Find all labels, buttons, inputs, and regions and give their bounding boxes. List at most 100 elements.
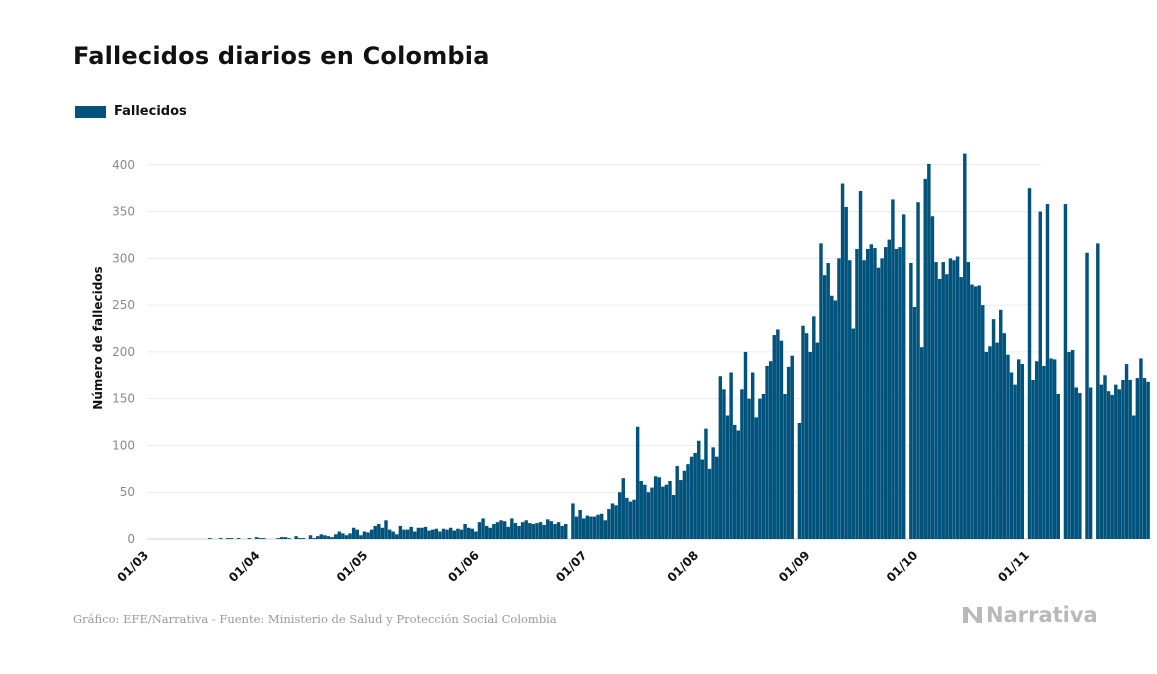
bar: [1117, 389, 1122, 539]
bar: [909, 263, 913, 539]
bar: [617, 492, 622, 539]
bar: [786, 366, 791, 539]
bar: [1099, 384, 1104, 539]
bar: [833, 300, 838, 539]
bar: [1110, 394, 1114, 539]
bar: [1078, 393, 1082, 539]
bar: [970, 284, 974, 539]
bar: [603, 520, 608, 539]
bar: [535, 523, 539, 539]
bar: [689, 456, 694, 539]
bar: [758, 398, 762, 539]
y-tick-label: 200: [112, 345, 135, 359]
bar: [768, 361, 773, 539]
bar: [664, 484, 669, 539]
x-tick-label: 01/06: [445, 548, 482, 585]
bar: [276, 538, 280, 539]
bar: [531, 524, 536, 539]
bar: [1027, 188, 1032, 539]
bar: [395, 534, 399, 539]
bar: [646, 492, 651, 539]
bar: [955, 256, 960, 539]
bar: [1103, 375, 1107, 539]
bar: [661, 486, 665, 539]
y-tick-label: 0: [127, 532, 135, 546]
bar: [337, 531, 341, 539]
bar: [1020, 364, 1025, 539]
bar: [448, 527, 453, 539]
bar: [1002, 333, 1007, 539]
bar: [1114, 384, 1118, 539]
chart-legend: Fallecidos: [75, 104, 187, 119]
bar: [596, 514, 600, 539]
bar: [991, 319, 996, 539]
bar: [420, 527, 424, 539]
bar: [319, 534, 324, 539]
bar: [650, 487, 654, 539]
bar: [484, 525, 489, 539]
bar: [466, 527, 471, 539]
x-tick-label: 01/09: [776, 548, 813, 585]
bar: [506, 526, 510, 539]
bar: [776, 329, 780, 539]
bar: [948, 258, 953, 539]
bar: [1045, 204, 1050, 539]
bar: [999, 309, 1003, 539]
y-tick-label: 100: [112, 438, 135, 452]
bar: [621, 478, 625, 539]
bar: [740, 389, 744, 539]
bar: [635, 426, 640, 539]
source-credit: Gráfico: EFE/Narrativa - Fuente: Ministe…: [73, 612, 557, 626]
bar: [812, 316, 816, 539]
bar: [722, 389, 726, 539]
bar: [538, 522, 543, 539]
bar: [1070, 350, 1075, 539]
bar: [1106, 391, 1111, 539]
bar: [707, 468, 712, 539]
bar: [1052, 359, 1057, 539]
bar: [912, 307, 917, 539]
y-tick-label: 350: [112, 205, 135, 219]
bar: [797, 423, 802, 539]
bar: [894, 249, 899, 539]
bar: [1146, 381, 1150, 539]
bar: [488, 527, 492, 539]
bar: [1096, 243, 1100, 539]
y-tick-label: 400: [112, 158, 135, 172]
bar: [510, 518, 514, 539]
bar: [330, 537, 334, 539]
bar: [564, 524, 568, 539]
bar: [866, 249, 870, 539]
bar: [923, 178, 927, 539]
bar: [715, 456, 719, 539]
bar: [208, 538, 212, 539]
bar: [542, 524, 546, 539]
bar: [750, 372, 755, 539]
bar: [524, 520, 528, 539]
bar: [873, 248, 877, 539]
bar: [571, 503, 575, 539]
bar: [359, 535, 363, 539]
bar: [653, 476, 658, 539]
y-axis-label: Número de fallecidos: [91, 266, 105, 409]
bar: [373, 525, 377, 539]
bar: [988, 346, 992, 539]
bar: [1132, 415, 1136, 539]
x-tick-label: 01/10: [884, 548, 921, 585]
bar: [754, 417, 759, 539]
brand-logo: Narrativa: [962, 603, 1098, 627]
bar: [927, 163, 931, 540]
bar: [589, 516, 593, 539]
bar: [704, 428, 708, 539]
y-tick-label: 250: [112, 298, 135, 312]
bar: [700, 459, 705, 539]
bar: [398, 525, 403, 539]
bar: [686, 464, 690, 539]
bar: [761, 394, 766, 539]
bar: [984, 351, 989, 539]
bar: [380, 527, 385, 539]
bar: [804, 333, 809, 539]
bar: [772, 335, 776, 539]
bar: [995, 342, 999, 539]
bar: [675, 466, 679, 539]
